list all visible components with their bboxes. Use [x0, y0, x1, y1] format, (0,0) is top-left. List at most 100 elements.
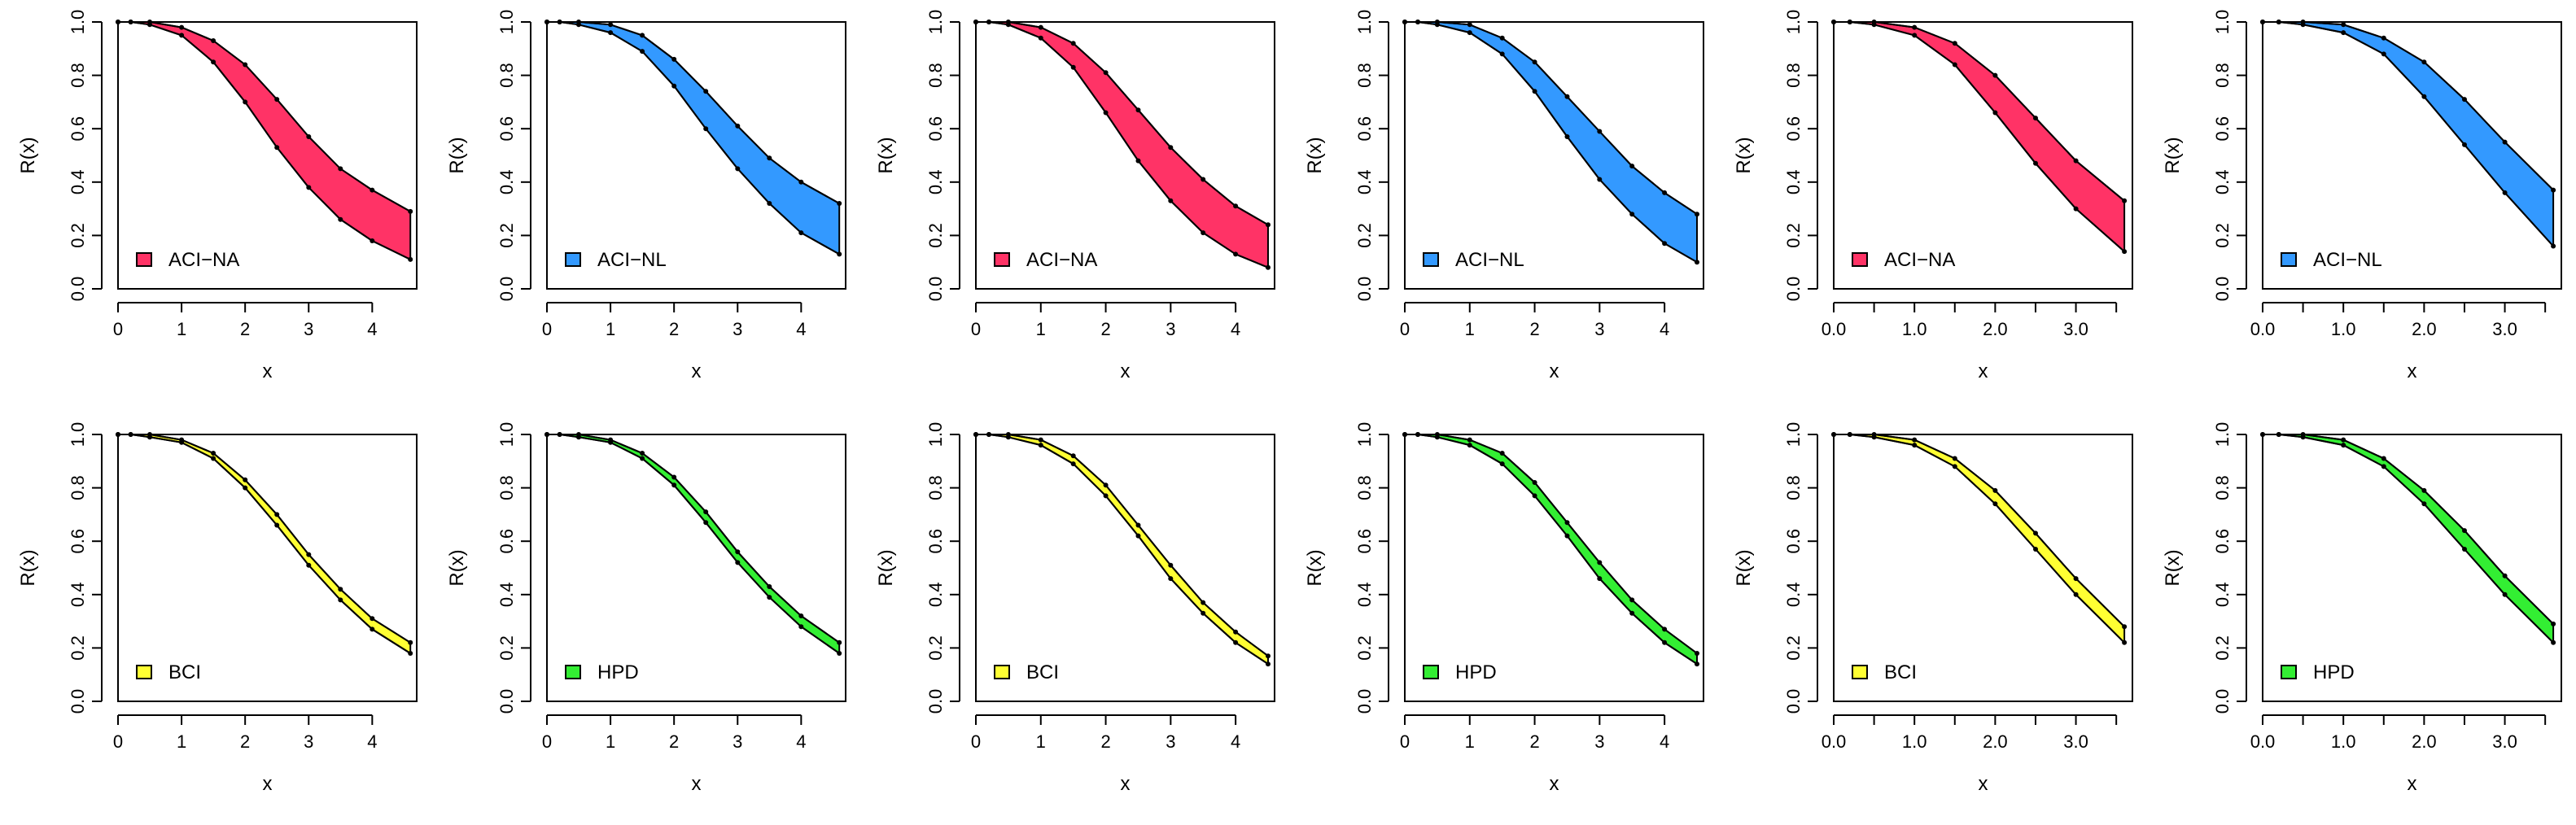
chart-svg: 0.0 1.0 2.0 3.0 0.0 0.2 0.4 0.6 0.8 1.0 x R(x) HPD: [2162, 422, 2562, 795]
series-upper-point: [2551, 187, 2556, 193]
series-upper-point: [2462, 97, 2467, 103]
x-tick-label: 2.0: [2412, 731, 2437, 752]
series-upper-point: [1038, 437, 1043, 443]
y-tick-label: 0.8: [68, 475, 88, 500]
plot-frame: [975, 434, 1275, 702]
series-upper-point: [306, 552, 312, 557]
series-lower-point: [274, 145, 280, 151]
series-upper-point: [1467, 22, 1472, 28]
y-tick-label: 0.6: [1354, 529, 1375, 554]
plot-frame: [117, 434, 418, 702]
series-upper-point: [243, 62, 248, 68]
series-lower-point: [1662, 639, 1668, 645]
series-upper-point: [837, 201, 842, 206]
series-lower-point: [1695, 260, 1699, 265]
x-axis-label: x: [2408, 773, 2417, 795]
y-tick-label: 0.2: [1354, 223, 1375, 248]
legend-label: HPD: [597, 661, 639, 683]
y-axis-label: R(x): [17, 137, 39, 173]
series-lower-point: [306, 562, 312, 568]
series-upper-point: [1103, 70, 1109, 76]
y-tick-label: 0.6: [1783, 116, 1804, 142]
series-upper-point: [1532, 59, 1537, 65]
y-tick-label: 0.2: [1783, 223, 1804, 248]
series-lower-point: [243, 485, 248, 491]
series-lower-point: [735, 166, 741, 172]
x-axis-label: x: [1121, 360, 1131, 382]
legend-swatch: [136, 252, 152, 267]
y-tick-label: 1.0: [496, 422, 517, 447]
plot-frame: [975, 21, 1275, 290]
series-lower-point: [2122, 249, 2128, 255]
series-lower-point: [2421, 501, 2427, 507]
y-axis-label: R(x): [1304, 137, 1326, 173]
y-tick-label: 0.0: [496, 277, 517, 302]
y-axis-label: R(x): [875, 549, 897, 586]
series-upper-point: [703, 89, 709, 94]
series-upper-point: [1201, 177, 1206, 182]
x-tick-label: 1: [1036, 731, 1046, 752]
series-lower-point: [2033, 160, 2038, 166]
series-lower-point: [837, 251, 842, 257]
y-axis-label: R(x): [2162, 549, 2184, 586]
series-lower-point: [1070, 461, 1076, 467]
x-tick-label: 4: [367, 319, 377, 339]
legend-label: BCI: [1026, 661, 1059, 683]
series-upper-point: [1629, 164, 1635, 169]
series-lower-point: [735, 560, 741, 565]
x-axis-label: x: [692, 773, 702, 795]
confidence-band: [2263, 434, 2555, 645]
series-upper-point: [2381, 35, 2386, 41]
y-tick-label: 0.8: [1354, 475, 1375, 500]
y-tick-label: 0.2: [1783, 635, 1804, 661]
series-lower-point: [1597, 576, 1603, 582]
series-lower-point: [2033, 547, 2038, 552]
series-upper-point: [1467, 437, 1472, 443]
series-lower-point: [2421, 94, 2427, 99]
y-tick-label: 0.2: [496, 635, 517, 661]
x-tick-label: 1.0: [2331, 319, 2356, 339]
y-tick-label: 0.4: [2212, 583, 2233, 608]
series-lower-point: [1992, 110, 1998, 116]
series-upper-point: [1233, 629, 1239, 635]
series-upper-point: [1135, 522, 1141, 528]
y-tick-label: 0.4: [2212, 170, 2233, 195]
x-tick-label: 3: [733, 319, 742, 339]
x-tick-label: 3.0: [2063, 731, 2088, 752]
y-tick-label: 0.8: [925, 63, 946, 88]
x-tick-label: 0.0: [1822, 731, 1847, 752]
series-lower-point: [1564, 134, 1570, 139]
y-tick-label: 1.0: [68, 10, 88, 35]
series-lower-point: [2341, 30, 2346, 36]
series-lower-point: [767, 201, 772, 206]
y-tick-label: 0.2: [68, 223, 88, 248]
x-tick-label: 2: [1529, 319, 1539, 339]
y-tick-label: 0.4: [925, 583, 946, 608]
x-tick-label: 1: [177, 319, 186, 339]
x-tick-label: 2: [1100, 731, 1110, 752]
series-lower-point: [1992, 501, 1998, 507]
chart-panel: 0.0 1.0 2.0 3.0 0.0 0.2 0.4 0.6 0.8 1.0 x R(x) ACI−N…: [2145, 0, 2574, 412]
series-upper-point: [767, 155, 772, 161]
chart-panel: 0.0 1.0 2.0 3.0 0.0 0.2 0.4 0.6 0.8 1.0 x R(x) HPD: [2145, 412, 2574, 825]
y-tick-label: 0.0: [2212, 277, 2233, 302]
confidence-band: [547, 21, 841, 256]
x-tick-label: 2: [240, 731, 250, 752]
chart-panel: 0 1 2 3 4 0.0 0.2 0.4 0.6 0.8 1.0 x R(x) ACI−NA: [858, 0, 1287, 412]
x-axis-label: x: [1979, 360, 1988, 382]
series-lower-line: [1834, 21, 2125, 252]
chart-svg: 0 1 2 3 4 0.0 0.2 0.4 0.6 0.8 1.0 x R(x) BCI: [875, 422, 1275, 795]
chart-panel: 0 1 2 3 4 0.0 0.2 0.4 0.6 0.8 1.0 x R(x) HPD: [1287, 412, 1716, 825]
chart-svg: 0 1 2 3 4 0.0 0.2 0.4 0.6 0.8 1.0 x R(x) HPD: [1304, 422, 1704, 795]
plot-frame: [546, 434, 846, 702]
y-tick-label: 1.0: [68, 422, 88, 447]
y-tick-label: 1.0: [2212, 10, 2233, 35]
series-lower-point: [338, 597, 343, 603]
y-tick-label: 0.2: [68, 635, 88, 661]
x-tick-label: 3: [1594, 731, 1604, 752]
chart-panel: 0 1 2 3 4 0.0 0.2 0.4 0.6 0.8 1.0 x R(x) ACI−NL: [1287, 0, 1716, 412]
x-tick-label: 4: [1231, 731, 1240, 752]
y-tick-label: 0.0: [925, 277, 946, 302]
series-upper-point: [1629, 597, 1635, 603]
series-upper-point: [703, 509, 709, 515]
